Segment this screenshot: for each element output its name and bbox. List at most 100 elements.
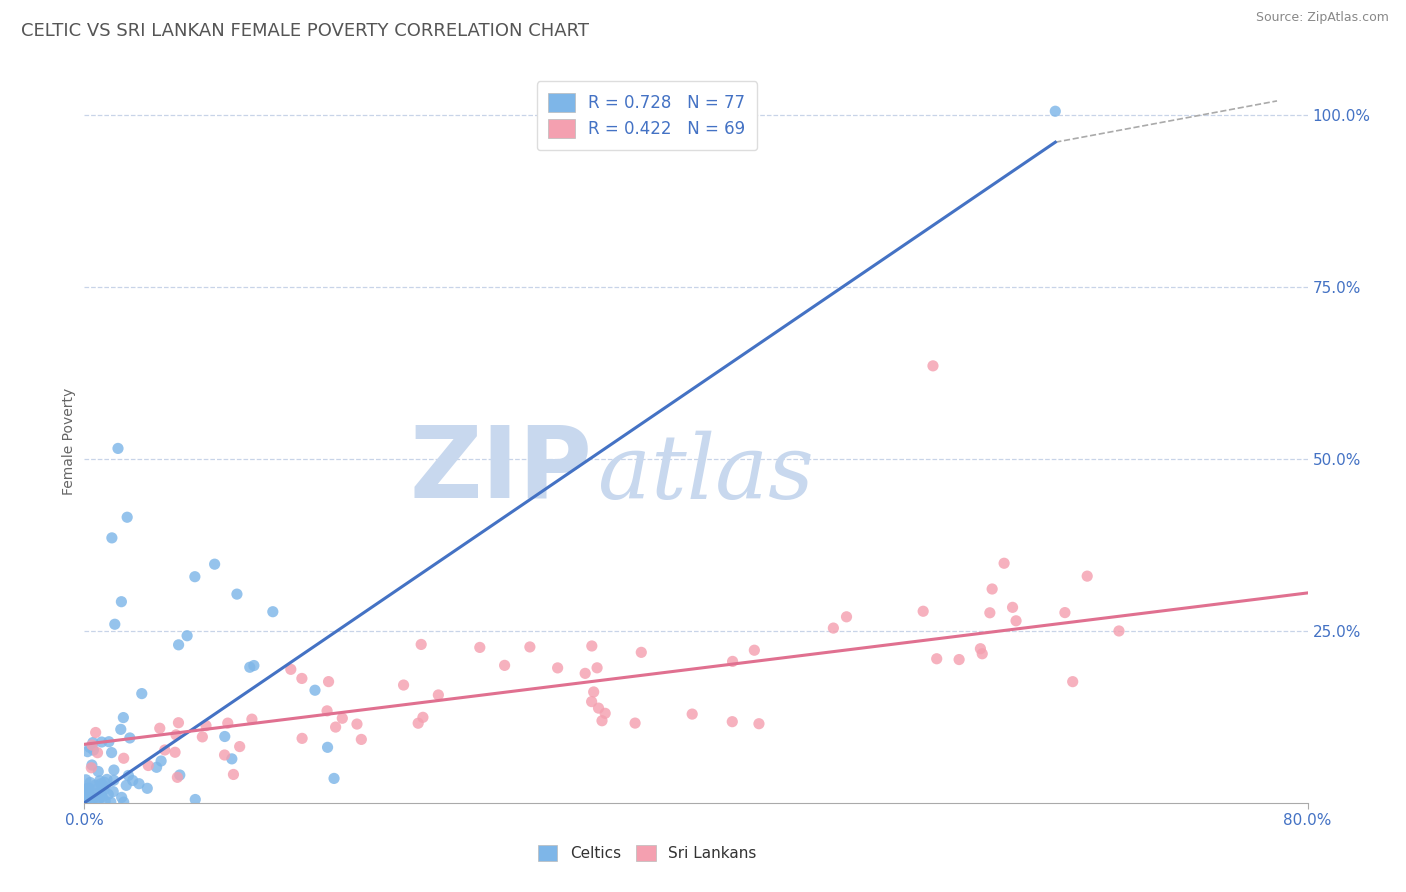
Point [103,773,125,788]
Point [744,643,766,657]
Point [184,792,207,806]
Point [243,658,266,673]
Point [97,735,120,749]
Point [835,609,858,624]
Point [87,786,110,800]
Point [323,772,346,786]
Point [346,717,368,731]
Point [581,639,603,653]
Point [100,746,122,760]
Point [593,706,616,721]
Point [239,660,262,674]
Point [91,779,114,793]
Point [912,604,935,618]
Point [969,641,991,656]
Point [588,701,610,715]
Point [222,767,245,781]
Point [948,652,970,666]
Point [80,758,103,772]
Point [86,795,108,809]
Point [547,661,569,675]
Point [166,770,188,784]
Point [280,662,302,676]
Point [823,621,845,635]
Point [392,678,415,692]
Point [107,442,129,456]
Point [304,683,326,698]
Point [993,556,1015,570]
Point [350,732,373,747]
Point [427,688,450,702]
Point [75,772,97,787]
Point [581,695,603,709]
Point [90,789,112,803]
Point [979,606,1001,620]
Point [291,672,314,686]
Point [82,743,104,757]
Point [1045,104,1067,119]
Point [262,605,284,619]
Point [79,740,101,755]
Point [165,728,187,742]
Point [94,794,117,808]
Text: Source: ZipAtlas.com: Source: ZipAtlas.com [1256,11,1389,24]
Point [76,782,98,797]
Point [195,719,218,733]
Point [582,685,605,699]
Point [93,775,115,789]
Point [681,707,703,722]
Point [115,778,138,792]
Point [149,721,172,735]
Legend: Celtics, Sri Lankans: Celtics, Sri Lankans [531,838,762,867]
Point [184,570,207,584]
Point [136,758,159,772]
Point [112,710,135,724]
Point [318,674,340,689]
Point [1053,606,1076,620]
Point [165,745,187,759]
Point [721,714,744,729]
Point [90,777,112,791]
Point [325,720,347,734]
Point [412,710,434,724]
Point [76,781,98,796]
Point [406,716,429,731]
Point [131,687,153,701]
Point [291,731,314,746]
Point [75,793,97,807]
Point [112,751,135,765]
Point [316,740,339,755]
Point [167,638,190,652]
Text: atlas: atlas [598,431,814,517]
Point [586,661,609,675]
Point [91,789,114,804]
Point [925,652,948,666]
Point [118,731,141,745]
Point [721,654,744,668]
Point [972,647,994,661]
Point [76,745,98,759]
Point [519,640,541,654]
Point [84,725,107,739]
Point [191,730,214,744]
Point [80,761,103,775]
Point [80,789,103,804]
Point [100,795,122,809]
Point [330,711,353,725]
Point [153,743,176,757]
Point [75,795,97,809]
Point [145,760,167,774]
Point [90,735,112,749]
Point [217,716,239,731]
Point [112,795,135,809]
Point [591,714,613,728]
Point [214,730,236,744]
Point [110,723,132,737]
Text: ZIP: ZIP [409,422,592,519]
Point [82,792,104,806]
Point [228,739,250,754]
Point [494,658,516,673]
Point [574,666,596,681]
Point [101,531,124,545]
Point [204,557,226,571]
